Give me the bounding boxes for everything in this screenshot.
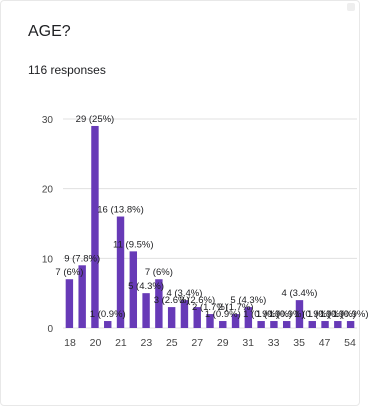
question-title: AGE? xyxy=(28,23,71,40)
bar xyxy=(231,314,240,328)
response-count: 116 responses xyxy=(28,63,106,77)
bar xyxy=(219,321,227,328)
bar xyxy=(257,321,265,328)
y-tick-label: 0 xyxy=(47,324,53,335)
data-label: 4 (3.4%) xyxy=(166,288,202,299)
y-tick-label: 10 xyxy=(42,254,54,265)
y-tick-label: 20 xyxy=(42,185,54,196)
data-label: 1 (0.9%) xyxy=(90,309,126,320)
x-tick-label: 27 xyxy=(191,337,203,349)
bar xyxy=(244,307,253,328)
x-tick-label: 33 xyxy=(268,337,280,349)
data-label: 1 (0.9%) xyxy=(205,309,241,320)
bar xyxy=(334,321,342,328)
bar xyxy=(142,293,150,328)
data-label: 11 (9.5%) xyxy=(113,239,153,250)
data-label: 1 (0.9%) xyxy=(256,309,292,320)
data-label: 3 (2.6%) xyxy=(179,295,215,306)
bar xyxy=(321,321,329,328)
x-tick-label: 21 xyxy=(115,337,127,349)
data-label: 2 (1.7%) xyxy=(192,302,228,313)
x-tick-label: 31 xyxy=(242,337,254,349)
data-label: 7 (6%) xyxy=(55,267,83,278)
bar xyxy=(155,279,163,328)
bar xyxy=(116,216,125,328)
data-label: 5 (4.3%) xyxy=(128,281,164,292)
data-label: 1 (0.9%) xyxy=(243,309,279,320)
data-label: 2 (1.7%) xyxy=(218,302,254,313)
data-label: 5 (4.3%) xyxy=(230,295,266,306)
data-label: 1 (0.9%) xyxy=(307,309,343,320)
corner-marker xyxy=(347,3,355,11)
data-label: 1 (0.9%) xyxy=(269,309,305,320)
data-label: 1 (0.9%) xyxy=(320,309,356,320)
x-tick-label: 18 xyxy=(64,337,76,349)
bar xyxy=(270,321,278,328)
x-tick-label: 35 xyxy=(293,337,305,349)
data-label: 3 (2.6%) xyxy=(154,295,190,306)
bar xyxy=(91,125,99,328)
data-label: 4 (3.4%) xyxy=(282,288,318,299)
bar xyxy=(65,279,74,328)
bar xyxy=(167,307,176,328)
x-tick-label: 54 xyxy=(344,337,356,349)
data-label: 7 (6%) xyxy=(145,267,173,278)
data-label: 29 (25%) xyxy=(76,114,115,125)
data-label: 1 (0.9%) xyxy=(333,309,368,320)
bar xyxy=(308,321,316,328)
data-label: 16 (13.8%) xyxy=(97,205,143,216)
x-tick-label: 25 xyxy=(166,337,178,349)
bar xyxy=(104,321,112,328)
x-tick-label: 23 xyxy=(141,337,153,349)
bar xyxy=(193,307,201,328)
bar xyxy=(180,300,189,328)
y-tick-label: 30 xyxy=(42,115,54,126)
bar xyxy=(78,265,86,328)
bar xyxy=(346,321,355,328)
data-label: 9 (7.8%) xyxy=(64,253,100,264)
x-tick-label: 47 xyxy=(319,337,331,349)
x-tick-label: 20 xyxy=(90,337,102,349)
bar xyxy=(206,314,214,328)
bar xyxy=(282,321,291,328)
bar xyxy=(295,300,304,328)
data-label: 1 (0.9%) xyxy=(294,309,330,320)
x-tick-label: 29 xyxy=(217,337,229,349)
bar xyxy=(129,251,138,328)
